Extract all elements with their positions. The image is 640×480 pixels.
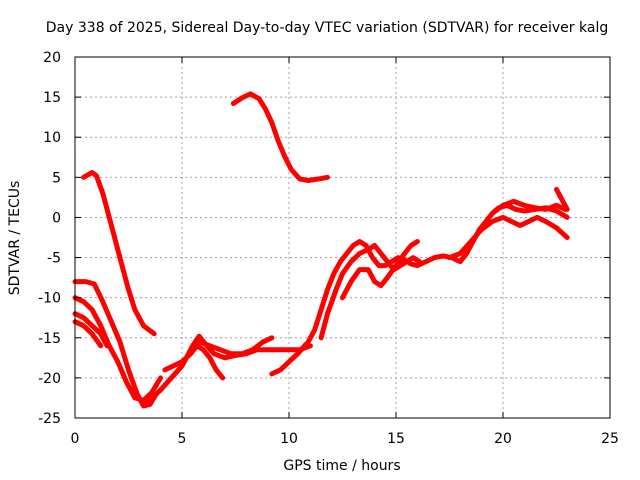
y-tick-label: -5 [47,251,61,267]
y-tick-label: 20 [43,50,61,66]
x-tick-label: 20 [494,431,512,447]
series-line-arc-7 [141,333,313,405]
series-line-arc-1 [81,170,157,337]
series-line-arc-9 [196,335,275,357]
series-line-arc-10 [269,341,309,377]
series-line-arc-5 [72,311,110,349]
x-tick-label: 5 [178,431,187,447]
chart-title: Day 338 of 2025, Sidereal Day-to-day VTE… [46,20,608,36]
x-tick-labels: 0 5 10 15 20 25 [71,431,619,447]
series-line-arc-6 [72,319,104,349]
y-tick-label: 15 [43,90,61,106]
y-tick-label: -10 [38,291,61,307]
grid-lines [75,57,610,418]
y-tick-label: -15 [38,331,61,347]
y-tick-label: 0 [52,210,61,226]
series-line-arc-4 [72,295,164,403]
series-layer [72,91,570,409]
series-line-arc-13 [340,239,420,301]
plot-frame [74,56,611,419]
x-axis-label: GPS time / hours [283,458,400,474]
x-tick-label: 25 [601,431,619,447]
y-axis-label: SDTVAR / TECUs [7,181,23,296]
series-line-arc-11 [303,202,570,349]
x-tick-label: 10 [280,431,298,447]
y-tick-label: -25 [38,411,61,427]
y-tick-label: -20 [38,371,61,387]
x-tick-label: 15 [387,431,405,447]
series-line-arc-3 [72,279,159,409]
x-tick-label: 0 [71,431,80,447]
series-line-arc-12 [318,243,422,341]
series-line-arc-8 [162,343,226,381]
series-line-arc-16 [554,186,570,212]
y-tick-labels: -25 -20 -15 -10 -5 0 5 10 15 20 [38,50,61,427]
y-tick-label: 5 [52,170,61,186]
series-line-arc-2 [230,91,330,183]
y-tick-label: 10 [43,130,61,146]
series-line-arc-14 [447,214,570,261]
series-line-arc-15 [489,198,568,216]
axis-ticks [74,56,611,419]
